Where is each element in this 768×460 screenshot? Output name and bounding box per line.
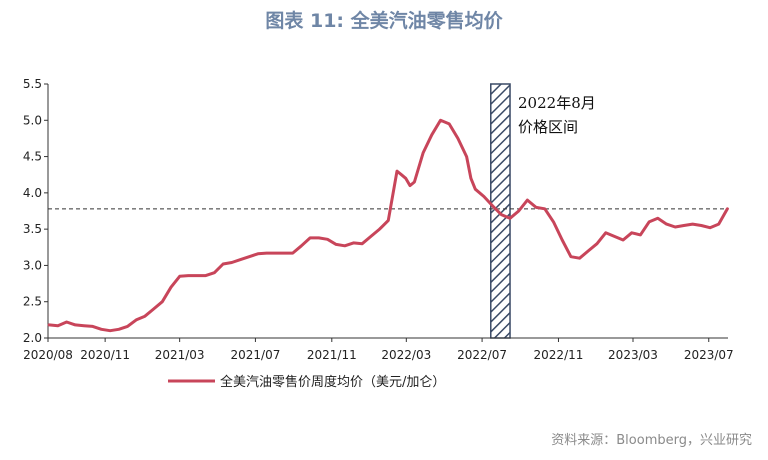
source-note: 资料来源：Bloomberg，兴业研究 [551, 433, 752, 448]
legend: 全美汽油零售价周度均价（美元/加仑） [168, 374, 445, 390]
x-tick-label: 2020/08 [23, 348, 73, 362]
x-tick-label: 2023/07 [684, 348, 734, 362]
x-tick-label: 2021/11 [307, 348, 357, 362]
x-tick-label: 2020/11 [80, 348, 130, 362]
plot-area: 2.0 2.5 3.0 3.5 4.0 4.5 5.0 5.5 2020/08 2020/11 20… [23, 77, 734, 362]
x-tick-label: 2021/07 [230, 348, 280, 362]
y-tick-label: 3.0 [23, 258, 42, 272]
y-tick-label: 3.5 [23, 222, 42, 236]
x-tick-label: 2022/03 [381, 348, 431, 362]
annotation-line-1: 2022年8月 [518, 94, 596, 112]
annotation-line-2: 价格区间 [518, 118, 578, 136]
x-tick-label: 2022/07 [457, 348, 507, 362]
y-tick-label: 2.0 [23, 331, 42, 345]
y-tick-label: 5.0 [23, 113, 42, 127]
x-tick-label: 2022/11 [534, 348, 584, 362]
legend-label: 全美汽油零售价周度均价（美元/加仑） [220, 374, 445, 390]
highlight-band [490, 83, 511, 339]
y-tick-label: 4.5 [23, 150, 42, 164]
chart-title: 图表 11: 全美汽油零售均价 [265, 9, 503, 32]
y-tick-label: 2.5 [23, 295, 42, 309]
y-tick-label: 4.0 [23, 186, 42, 200]
series-line [47, 118, 729, 333]
x-tick-label: 2023/03 [608, 348, 658, 362]
x-tick-label: 2021/03 [155, 348, 205, 362]
y-tick-label: 5.5 [23, 77, 42, 91]
